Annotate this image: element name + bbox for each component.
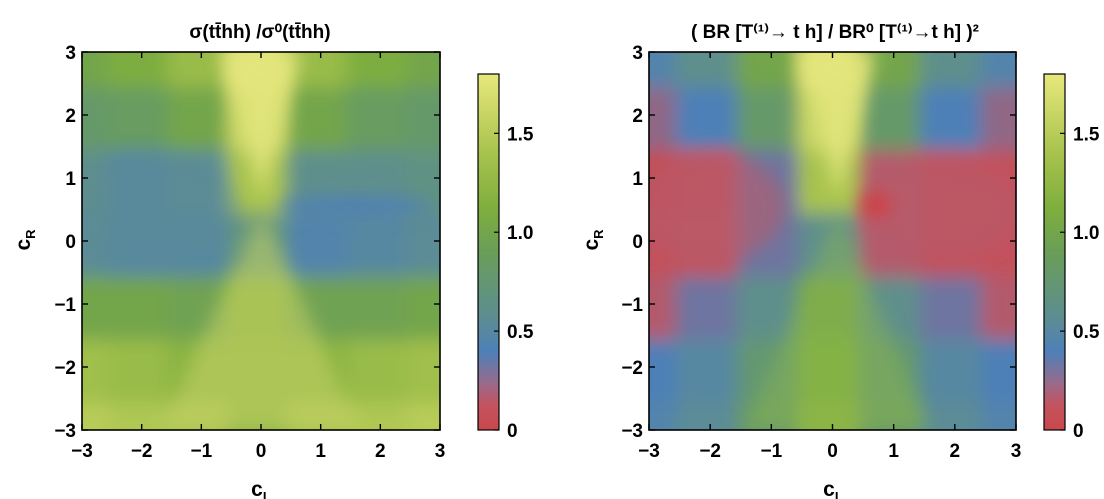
panel-1-x-tick-label: 1: [315, 441, 326, 462]
panel-2-lower-wedge: [745, 210, 930, 430]
panel-2-y-tick-label: −2: [621, 358, 643, 379]
panel-1-heat-cell: [406, 52, 440, 88]
panel-1-x-tick-label: −2: [131, 441, 153, 462]
panel-2-heat-cell: [981, 52, 1016, 88]
panel-2-heat-cell: [675, 331, 745, 403]
panel-2-ylabel: cR: [580, 229, 606, 251]
panel-1-colorbar-ticks: 0 0.5 1.0 1.5: [494, 124, 534, 442]
panel-2-x-tick-label: −1: [760, 441, 782, 462]
panel-1-y-axis: −3 −2 −1 0 1 2 3: [54, 43, 440, 442]
panel-1-colorbar: [477, 73, 500, 431]
panel-2-colorbar-tick-label: 1.0: [1073, 223, 1099, 244]
panel-2: ( BR [T⁽¹⁾→ t h] / BR⁰ [T⁽¹⁾→t h] )² −3−…: [580, 22, 1100, 499]
panel-2-xlabel: cL: [823, 478, 843, 499]
panel-1-heat-cell: [107, 268, 176, 340]
panel-2-y-tick-label: 3: [632, 43, 643, 64]
panel-1-colorbar-tick-label: 1.5: [507, 124, 534, 145]
panel-1-x-tick-label: 3: [435, 441, 446, 462]
panel-1-blue-band: [277, 196, 433, 216]
panel-2-heat-cell: [920, 268, 990, 340]
panel-2-colorbar-tick-label: 0.5: [1073, 322, 1100, 343]
panel-1-upper-wedge: [222, 52, 300, 200]
panel-2-y-tick-label: −1: [621, 295, 643, 316]
panel-2-heat-cell: [675, 268, 745, 340]
panel-1-left-band: [82, 155, 240, 265]
panel-2-left-red-band: [649, 152, 785, 262]
panel-1-heat-cell: [107, 331, 176, 403]
panel-1-heat-cell: [167, 79, 236, 151]
panel-1-y-tick-label: −2: [54, 358, 76, 379]
panel-1-heat-features: [82, 52, 433, 430]
panel-2-x-tick-label: 3: [1011, 441, 1022, 462]
panel-2-x-axis: −3 −2 −1 0 1 2 3: [638, 52, 1021, 462]
panel-2-colorbar-tick-label: 0: [1073, 421, 1084, 442]
panel-1-heat-cell: [286, 79, 355, 151]
panel-1-heatmap: [82, 52, 440, 430]
panel-1-colorbar-tick-label: 0: [507, 421, 518, 442]
panel-1-x-tick-label: 0: [256, 441, 267, 462]
panel-1-heat-cell: [346, 268, 415, 340]
panel-2-colorbar: [1043, 73, 1066, 431]
panel-1-title: σ(tt̄hh) /σ⁰(tt̄hh): [189, 22, 330, 43]
panel-2-heat-features: [649, 52, 1016, 430]
panel-1-x-tick-label: −1: [190, 441, 212, 462]
panel-2-colorbar-tick-label: 1.5: [1073, 124, 1100, 145]
panel-2-y-tick-label: −3: [621, 421, 643, 442]
panel-2-x-tick-label: 2: [950, 441, 961, 462]
panel-2-heat-cell: [920, 79, 990, 151]
panel-2-colorbar-ticks: 0 0.5 1.0 1.5: [1060, 124, 1100, 442]
panel-1-colorbar-tick-label: 1.0: [507, 223, 533, 244]
panel-1-colorbar-tick-label: 0.5: [507, 322, 534, 343]
panel-1-ylabel: cR: [12, 229, 38, 251]
panel-2-upper-wedge: [800, 52, 876, 200]
panel-1-heat-cell: [346, 79, 415, 151]
panel-1-y-tick-label: −3: [54, 421, 76, 442]
panel-2-y-tick-label: 0: [632, 232, 643, 253]
panel-2-x-tick-label: 1: [888, 441, 899, 462]
panel-2-x-tick-label: 0: [827, 441, 838, 462]
panel-2-heat-cell: [859, 79, 929, 151]
panel-1-x-tick-label: −3: [71, 441, 93, 462]
panel-1-y-tick-label: 2: [65, 106, 76, 127]
panel-2-y-tick-label: 2: [632, 106, 643, 127]
panel-2-title: ( BR [T⁽¹⁾→ t h] / BR⁰ [T⁽¹⁾→t h] )²: [691, 22, 979, 43]
panel-2-y-tick-label: 1: [632, 169, 643, 190]
panel-1-heat-cell: [346, 205, 415, 277]
panel-2-y-axis: −3 −2 −1 0 1 2 3: [621, 43, 1016, 442]
panel-1-y-tick-label: 1: [65, 169, 76, 190]
panel-2-right-red-band: [860, 160, 1016, 260]
panel-1-x-tick-label: 2: [375, 441, 386, 462]
panel-2-x-tick-label: −2: [699, 441, 721, 462]
panel-1: σ(tt̄hh) /σ⁰(tt̄hh) −3 −2 −1 0 1 2 3 −3 −2 −1 0 1 2…: [12, 22, 534, 499]
panel-2-heat-cell: [675, 79, 745, 151]
panel-1-heat-cell: [107, 79, 176, 151]
panel-1-y-tick-label: 0: [65, 232, 76, 253]
panel-2-x-tick-label: −3: [638, 441, 660, 462]
panel-1-y-tick-label: 3: [65, 43, 76, 64]
panel-1-heat-cell: [346, 331, 415, 403]
panel-2-heat-cell: [736, 79, 806, 151]
panel-1-y-tick-label: −1: [54, 295, 76, 316]
panel-1-heat-cell: [286, 205, 355, 277]
panel-2-red-spot: [860, 193, 892, 217]
panel-1-x-axis: −3 −2 −1 0 1 2 3: [71, 52, 445, 462]
panel-1-xlabel: cL: [251, 478, 271, 499]
panel-2-heatmap: [649, 52, 1016, 430]
panel-2-heat-cell: [920, 331, 990, 403]
panel-1-lower-wedge: [160, 210, 360, 430]
